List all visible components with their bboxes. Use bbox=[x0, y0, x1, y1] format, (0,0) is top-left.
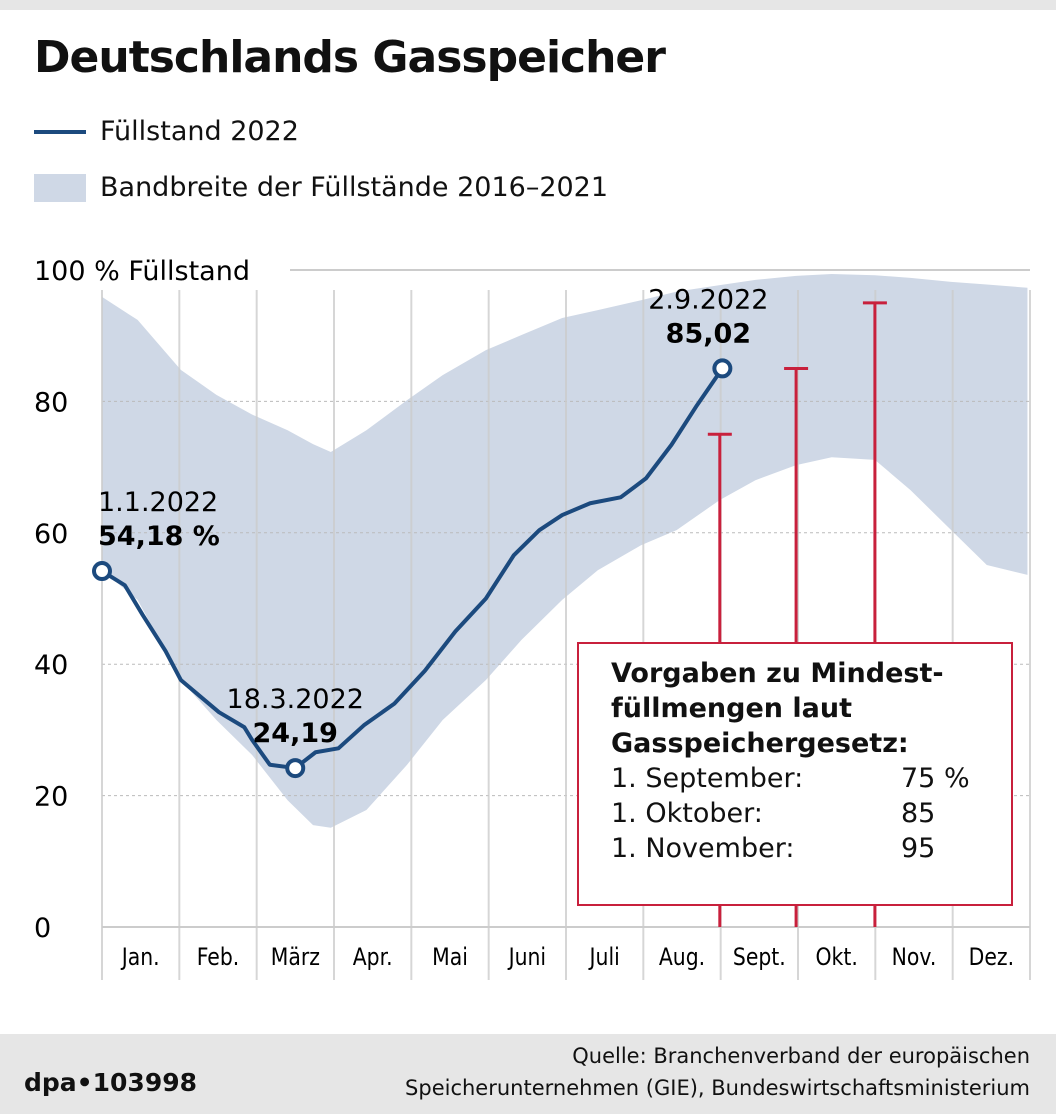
y-axis-label: 100 % Füllstand bbox=[34, 256, 250, 287]
annotation-value: 85,02 bbox=[666, 318, 751, 349]
x-tick-label: Apr. bbox=[353, 943, 393, 971]
annotation-marker bbox=[712, 358, 733, 379]
annotation-date: 1.1.2022 bbox=[98, 487, 218, 518]
source-text: Quelle: Branchenverband der europäischen… bbox=[405, 1040, 1030, 1104]
x-tick-label: Dez. bbox=[969, 943, 1014, 971]
target-value: 75 % bbox=[901, 763, 970, 794]
target-value: 85 bbox=[901, 798, 936, 829]
annotation-value: 54,18 % bbox=[98, 521, 220, 552]
x-tick-label: Aug. bbox=[659, 943, 705, 971]
target-label: 1. September: bbox=[611, 763, 804, 794]
annotation-marker bbox=[285, 758, 306, 779]
y-tick-label: 0 bbox=[34, 913, 51, 944]
annotation-date: 2.9.2022 bbox=[648, 284, 768, 315]
target-row: 1. Oktober: 85 bbox=[611, 796, 1011, 831]
x-tick-label: März bbox=[271, 943, 320, 971]
x-tick-label: Mai bbox=[432, 943, 468, 971]
legend-band-swatch bbox=[34, 173, 86, 202]
legend-line: Füllstand 2022 bbox=[34, 116, 299, 147]
footer bbox=[0, 1034, 1056, 1114]
source-line: Speicherunternehmen (GIE), Bundeswirtsch… bbox=[405, 1076, 1030, 1100]
y-tick-label: 40 bbox=[34, 650, 68, 681]
legend-line-label: Füllstand 2022 bbox=[100, 116, 299, 147]
x-tick-label: Jan. bbox=[120, 943, 160, 971]
x-tick-label: Juni bbox=[507, 943, 546, 971]
targets-title-2: füllmengen laut bbox=[611, 693, 853, 724]
annotation-value: 24,19 bbox=[253, 718, 338, 749]
legend-band: Bandbreite der Füllstände 2016–2021 bbox=[34, 172, 608, 203]
chart-title: Deutschlands Gasspeicher bbox=[34, 32, 666, 83]
x-tick-label: Feb. bbox=[197, 943, 240, 971]
source-line: Quelle: Branchenverband der europäischen bbox=[572, 1044, 1030, 1068]
top-bar bbox=[0, 0, 1056, 10]
x-tick-label: Okt. bbox=[815, 943, 857, 971]
target-value: 95 bbox=[901, 833, 936, 864]
target-label: 1. November: bbox=[611, 833, 795, 864]
targets-title-3: Gasspeichergesetz: bbox=[611, 728, 909, 759]
x-tick-label: Nov. bbox=[892, 943, 937, 971]
y-tick-label: 20 bbox=[34, 782, 68, 813]
legend-band-label: Bandbreite der Füllstände 2016–2021 bbox=[100, 172, 609, 203]
target-row: 1. September: 75 % bbox=[611, 761, 1011, 796]
targets-title-1: Vorgaben zu Mindest- bbox=[611, 658, 944, 689]
x-tick-label: Juli bbox=[588, 943, 620, 971]
annotation-marker bbox=[92, 561, 112, 582]
target-label: 1. Oktober: bbox=[611, 798, 763, 829]
targets-box: Vorgaben zu Mindest- füllmengen laut Gas… bbox=[577, 642, 1013, 906]
target-row: 1. November: 95 bbox=[611, 831, 1011, 866]
annotation-date: 18.3.2022 bbox=[227, 684, 364, 715]
dpa-logo: dpa•103998 bbox=[24, 1068, 198, 1097]
legend-line-swatch bbox=[34, 129, 86, 134]
x-tick-label: Sept. bbox=[733, 943, 786, 971]
series-line-2022 bbox=[100, 367, 725, 771]
y-tick-label: 60 bbox=[34, 519, 68, 550]
y-tick-label: 80 bbox=[34, 387, 68, 418]
